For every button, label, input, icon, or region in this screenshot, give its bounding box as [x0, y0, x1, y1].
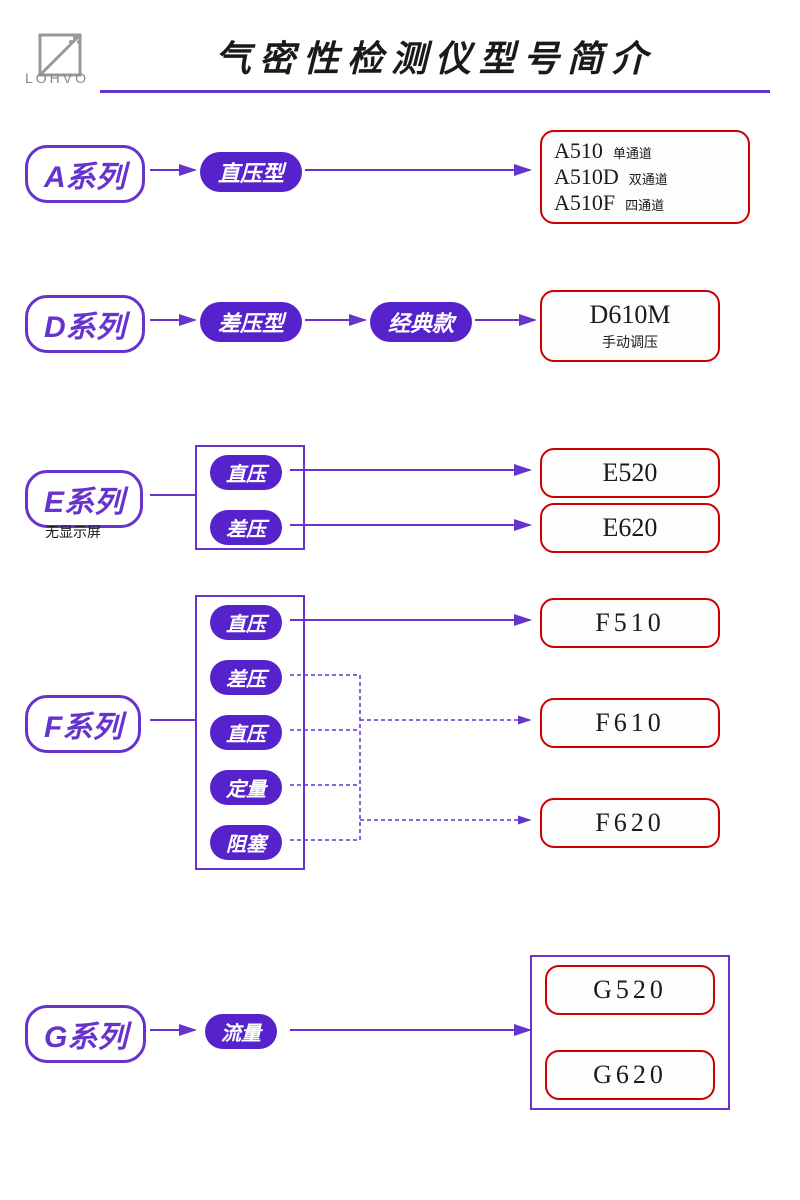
- model-desc: 双通道: [629, 169, 668, 188]
- series-g-model-1: G620: [545, 1050, 715, 1100]
- series-d-label: D系列: [25, 295, 145, 353]
- series-f-type-pill-3: 定量: [210, 770, 282, 805]
- series-d-variant-pill: 经典款: [370, 302, 472, 342]
- series-a-label: A系列: [25, 145, 145, 203]
- series-d-type-pill: 差压型: [200, 302, 302, 342]
- model-code: A510D: [554, 164, 619, 190]
- brand-name: LOHVO: [25, 70, 89, 86]
- model-subtext: 手动调压: [542, 332, 718, 352]
- model-code: D610M: [542, 300, 718, 330]
- model-row: A510F 四通道: [554, 190, 736, 216]
- series-a-model-box: A510 单通道 A510D 双通道 A510F 四通道: [540, 130, 750, 224]
- model-code: A510F: [554, 190, 615, 216]
- series-f-type-pill-1: 差压: [210, 660, 282, 695]
- series-d-model-box: D610M 手动调压: [540, 290, 720, 362]
- series-f-model-0: F510: [540, 598, 720, 648]
- series-f-model-1: F610: [540, 698, 720, 748]
- series-f-model-2: F620: [540, 798, 720, 848]
- model-row: A510D 双通道: [554, 164, 736, 190]
- series-g-label: G系列: [25, 1005, 146, 1063]
- series-f-label: F系列: [25, 695, 141, 753]
- model-desc: 四通道: [625, 195, 664, 214]
- series-g-model-0: G520: [545, 965, 715, 1015]
- series-e-subtitle: 无显示屏: [45, 522, 101, 542]
- series-f-type-pill-4: 阻塞: [210, 825, 282, 860]
- series-e-label: E系列: [25, 470, 143, 528]
- series-g-type-pill: 流量: [205, 1014, 277, 1049]
- series-a-type-pill: 直压型: [200, 152, 302, 192]
- series-f-type-pill-0: 直压: [210, 605, 282, 640]
- page-title: 气密性检测仪型号简介: [100, 30, 770, 93]
- model-row: A510 单通道: [554, 138, 736, 164]
- series-e-type-pill-1: 差压: [210, 510, 282, 545]
- model-code: A510: [554, 138, 603, 164]
- series-e-model-0: E520: [540, 448, 720, 498]
- model-desc: 单通道: [613, 143, 652, 162]
- series-f-type-pill-2: 直压: [210, 715, 282, 750]
- series-e-type-pill-0: 直压: [210, 455, 282, 490]
- series-e-model-1: E620: [540, 503, 720, 553]
